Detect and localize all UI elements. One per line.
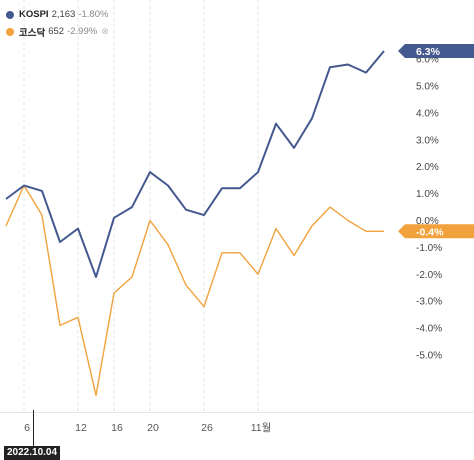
y-tick-label: 5.0% (416, 82, 439, 93)
close-icon[interactable]: ⊗ (101, 26, 109, 36)
y-tick-label: -1.0% (416, 243, 442, 254)
kospi-series-line (5, 50, 385, 278)
y-tick-label: 0.0% (416, 216, 439, 227)
legend-item-kosdaq[interactable]: 코스닥 652 -2.99% ⊗ (6, 23, 109, 40)
x-tick-label: 20 (147, 422, 159, 434)
kosdaq-series-line (5, 184, 384, 397)
legend-change: -2.99% (67, 26, 98, 37)
y-tick-label: 4.0% (416, 108, 439, 119)
kosdaq-dot-icon (6, 27, 14, 36)
x-tick-label: 11월 (251, 422, 272, 434)
y-tick-label: 1.0% (416, 189, 439, 200)
kosdaq-end-label: -0.4% (416, 226, 444, 238)
legend-name: KOSPI (19, 9, 49, 20)
x-tick-label: 12 (75, 422, 87, 434)
kospi-dot-icon (6, 10, 14, 19)
y-tick-label: -5.0% (416, 351, 442, 362)
y-tick-label: -4.0% (416, 324, 442, 335)
y-tick-label: -3.0% (416, 297, 442, 308)
legend-name: 코스닥 (19, 27, 46, 39)
x-tick-label: 16 (111, 422, 123, 434)
y-tick-label: -2.0% (416, 270, 442, 281)
chart-legend: KOSPI 2,163 -1.80% 코스닥 652 -2.99% ⊗ (6, 6, 109, 40)
legend-value: 652 (48, 26, 65, 37)
kosdaq-end-badge (398, 224, 474, 239)
legend-value: 2,163 (51, 9, 76, 20)
kospi-end-label: 6.3% (416, 46, 441, 58)
date-badge: 2022.10.04 (4, 446, 61, 460)
x-tick-label: 6 (24, 422, 30, 434)
y-tick-label: 2.0% (416, 162, 439, 173)
y-tick-label: 6.0% (416, 55, 439, 66)
legend-item-kospi[interactable]: KOSPI 2,163 -1.80% (6, 6, 109, 23)
y-tick-label: 3.0% (416, 135, 439, 146)
kospi-end-badge (398, 44, 474, 59)
x-tick-label: 26 (201, 422, 213, 434)
legend-change: -1.80% (78, 9, 109, 20)
